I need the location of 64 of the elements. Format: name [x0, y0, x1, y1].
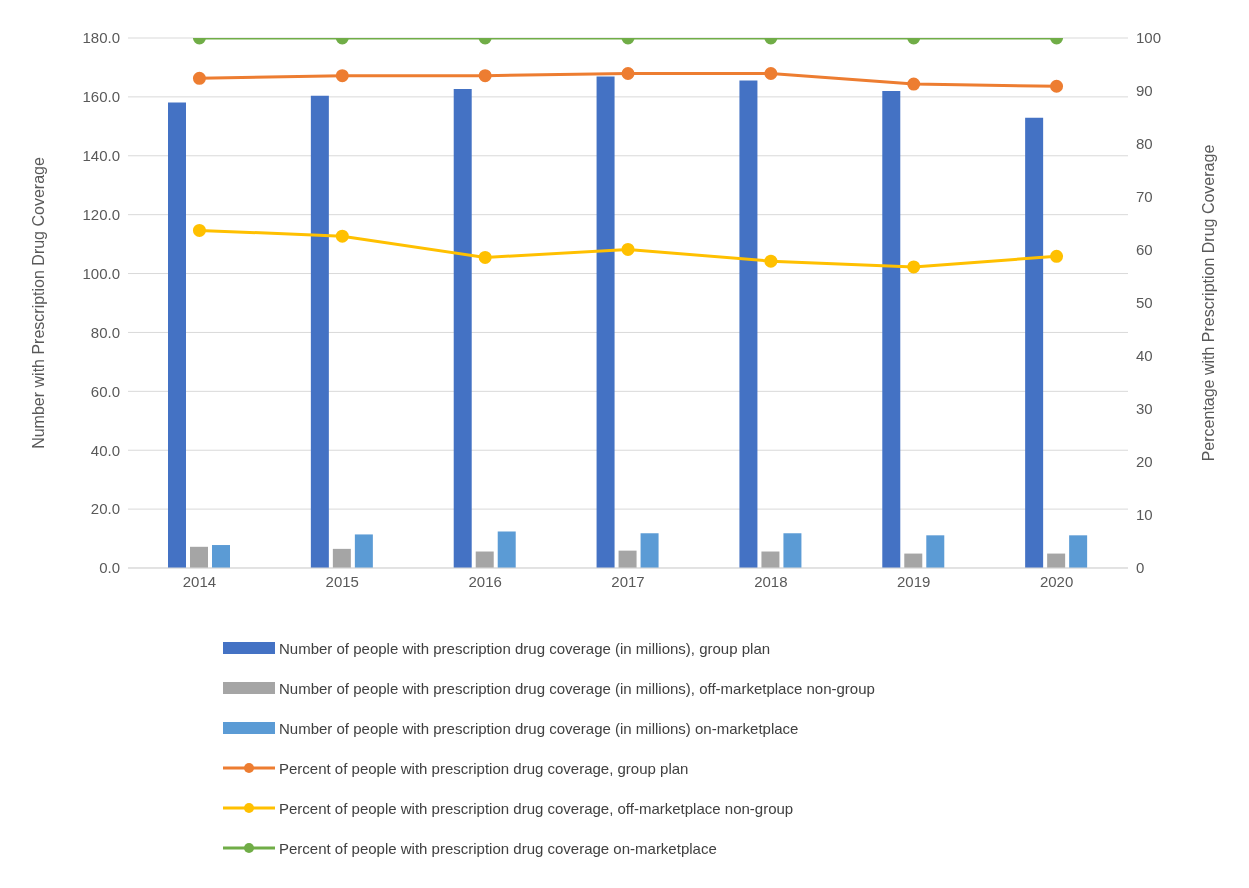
y2-axis-title: Percentage with Prescription Drug Coverage: [1199, 144, 1217, 462]
y-tick-label: 20.0: [90, 500, 120, 518]
point: [192, 223, 206, 237]
bar: [497, 531, 516, 568]
legend-label: Number of people with prescription drug coverage (in millions) on-marketplace: [279, 719, 799, 737]
y-tick-label: 60.0: [90, 382, 120, 400]
bar: [332, 548, 351, 568]
bar: [618, 550, 637, 568]
y2-tick-label: 10: [1136, 506, 1153, 524]
legend-label: Percent of people with prescription drug coverage, off-marketplace non-group: [279, 799, 794, 817]
y2-tick-label: 40: [1136, 347, 1153, 365]
y-tick-label: 80.0: [90, 323, 120, 341]
bar: [640, 533, 659, 568]
point: [1050, 249, 1064, 263]
x-tick-label: 2015: [325, 572, 359, 590]
point: [335, 229, 349, 243]
bar: [190, 546, 208, 568]
y2-tick-label: 30: [1136, 400, 1153, 418]
y2-tick-label: 60: [1136, 241, 1153, 259]
bar: [1069, 535, 1088, 568]
y-tick-label: 0.0: [99, 559, 120, 577]
bar: [212, 545, 230, 568]
point: [764, 254, 778, 268]
x-tick-label: 2019: [897, 572, 931, 590]
point: [907, 260, 921, 274]
bar: [904, 553, 923, 568]
bar: [354, 534, 373, 568]
x-tick-label: 2014: [182, 572, 217, 590]
point: [621, 242, 635, 256]
bar: [168, 102, 186, 568]
bar: [761, 551, 780, 568]
y2-tick-label: 100: [1136, 29, 1162, 47]
y-tick-label: 160.0: [82, 88, 120, 106]
y-tick-label: 120.0: [82, 205, 120, 223]
y-tick-label: 140.0: [82, 147, 120, 165]
y2-tick-label: 90: [1136, 82, 1153, 100]
y2-tick-label: 80: [1136, 135, 1153, 153]
bar: [882, 91, 901, 568]
y2-tick-label: 50: [1136, 294, 1153, 312]
y-tick-label: 100.0: [82, 264, 120, 282]
bar: [783, 533, 802, 568]
y2-tick-label: 0: [1136, 559, 1145, 577]
bar: [1047, 553, 1066, 568]
x-tick-label: 2020: [1039, 572, 1074, 590]
y2-tick-label: 20: [1136, 453, 1153, 471]
y-tick-label: 40.0: [90, 441, 120, 459]
legend-label: Number of people with prescription drug coverage (in millions), group plan: [279, 639, 771, 657]
y-axis-title: Number with Prescription Drug Coverage: [29, 157, 47, 449]
legend-label: Number of people with prescription drug coverage (in millions), off-marketplace non-group: [279, 679, 875, 697]
bar: [596, 76, 615, 568]
x-tick-label: 2016: [468, 572, 502, 590]
bar: [475, 551, 494, 568]
bar: [926, 535, 945, 568]
bar: [739, 80, 758, 568]
x-tick-label: 2018: [754, 572, 788, 590]
bar: [310, 95, 329, 568]
bar: [453, 88, 472, 568]
point: [478, 250, 492, 264]
bar: [1025, 117, 1044, 568]
legend-label: Percent of people with prescription drug coverage, group plan: [279, 759, 689, 777]
legend-label: Percent of people with prescription drug coverage on-marketplace: [279, 839, 717, 857]
y2-tick-label: 70: [1136, 188, 1153, 206]
x-tick-label: 2017: [611, 572, 645, 590]
y-tick-label: 180.0: [82, 29, 120, 47]
